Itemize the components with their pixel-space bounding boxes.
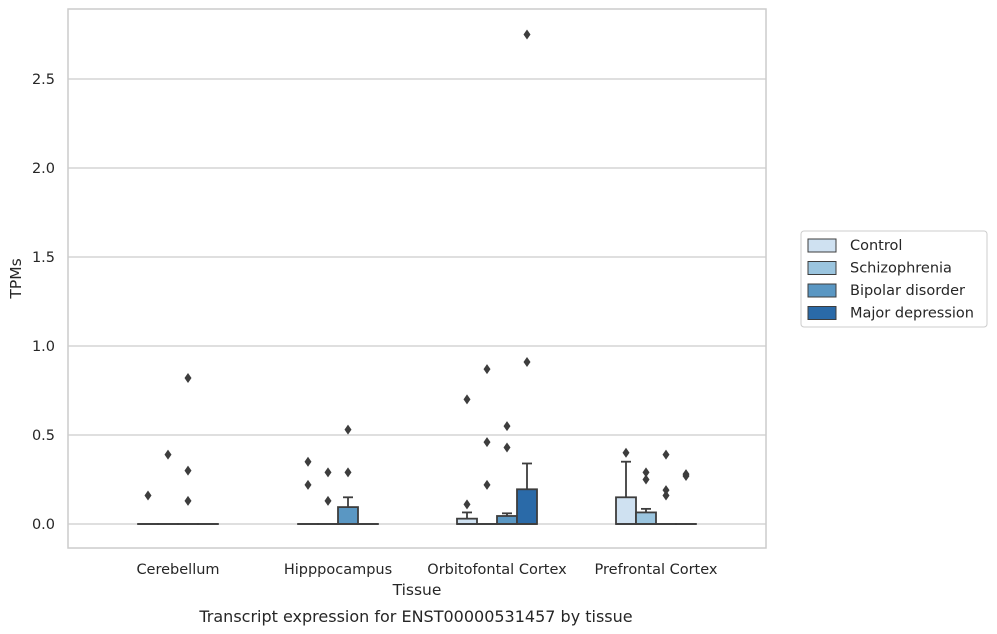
outlier-point: [682, 470, 690, 481]
legend-label: Bipolar disorder: [850, 283, 965, 299]
y-tick-label: 2.5: [32, 72, 55, 88]
x-axis-ticks: Cerebellum Hipppocampus Orbitofontal Corte…: [136, 562, 717, 578]
y-axis-ticks: 0.0 0.5 1.0 1.5 2.0 2.5: [32, 72, 55, 533]
outlier-point: [344, 424, 352, 435]
legend-swatch: [807, 306, 837, 320]
box-bipolar-disorder: [655, 449, 677, 525]
legend-frame: [800, 230, 988, 328]
chart-caption: Transcript expression for ENST0000053145…: [198, 607, 632, 626]
outlier-point: [503, 421, 511, 432]
y-tick-label: 1.0: [32, 339, 55, 355]
x-tick-label: Hipppocampus: [284, 562, 392, 578]
legend: Control Schizophrenia Bipolar disorder Majo…: [800, 230, 988, 328]
y-tick-label: 0.0: [32, 517, 55, 533]
y-tick-label: 2.0: [32, 161, 55, 177]
outlier-point: [662, 449, 670, 460]
x-tick-label: Prefrontal Cortex: [595, 562, 718, 578]
outlier-point: [483, 364, 491, 375]
plot-frame: [67, 8, 767, 549]
box-major-depression: [675, 469, 697, 525]
box-schizophrenia: [635, 467, 657, 525]
box-bipolar-disorder: [496, 421, 518, 525]
outlier-point: [622, 447, 630, 458]
y-tick-label: 1.5: [32, 250, 55, 266]
outlier-point: [324, 495, 332, 506]
outlier-point: [463, 499, 471, 510]
outlier-point: [483, 479, 491, 490]
outlier-point: [503, 442, 511, 453]
legend-label: Control: [850, 238, 902, 254]
box-control: [297, 456, 319, 525]
box-plot-boxes: [137, 29, 697, 525]
box: [635, 511, 657, 525]
outlier-point: [662, 485, 670, 496]
legend-swatch: [807, 283, 837, 298]
outlier-point: [324, 467, 332, 478]
box-schizophrenia: [476, 364, 498, 525]
box-control: [137, 490, 159, 525]
box-schizophrenia: [317, 467, 339, 525]
legend-label: Schizophrenia: [850, 261, 952, 277]
outlier-point: [483, 437, 491, 448]
box-bipolar-disorder: [337, 424, 359, 525]
outlier-point: [144, 490, 152, 501]
gridlines: [68, 78, 766, 525]
x-tick-label: Orbitofontal Cortex: [427, 562, 567, 578]
outlier-point: [344, 467, 352, 478]
box-control: [615, 447, 637, 525]
box-major-depression: [516, 29, 538, 525]
legend-swatch: [807, 261, 837, 275]
box-control: [456, 394, 478, 525]
outlier-point: [642, 474, 650, 485]
outlier-point: [164, 449, 172, 460]
outlier-point: [184, 495, 192, 506]
outlier-point: [184, 465, 192, 476]
outlier-point: [304, 479, 312, 490]
x-tick-label: Cerebellum: [136, 562, 219, 578]
outlier-point: [523, 357, 531, 368]
outlier-point: [662, 490, 670, 501]
box-bipolar-disorder: [177, 373, 199, 525]
box: [337, 506, 359, 525]
outlier-point: [523, 29, 531, 40]
y-tick-label: 0.5: [32, 428, 55, 444]
box: [496, 515, 518, 525]
outlier-point: [304, 456, 312, 467]
box: [615, 496, 637, 525]
legend-swatch: [807, 238, 837, 253]
box: [516, 488, 538, 525]
legend-label: Major depression: [850, 306, 974, 322]
y-axis-title: TPMs: [7, 258, 25, 299]
outlier-point: [642, 467, 650, 478]
box-schizophrenia: [157, 449, 179, 525]
x-axis-title: Tissue: [392, 581, 442, 599]
outlier-point: [184, 373, 192, 384]
outlier-point: [463, 394, 471, 405]
